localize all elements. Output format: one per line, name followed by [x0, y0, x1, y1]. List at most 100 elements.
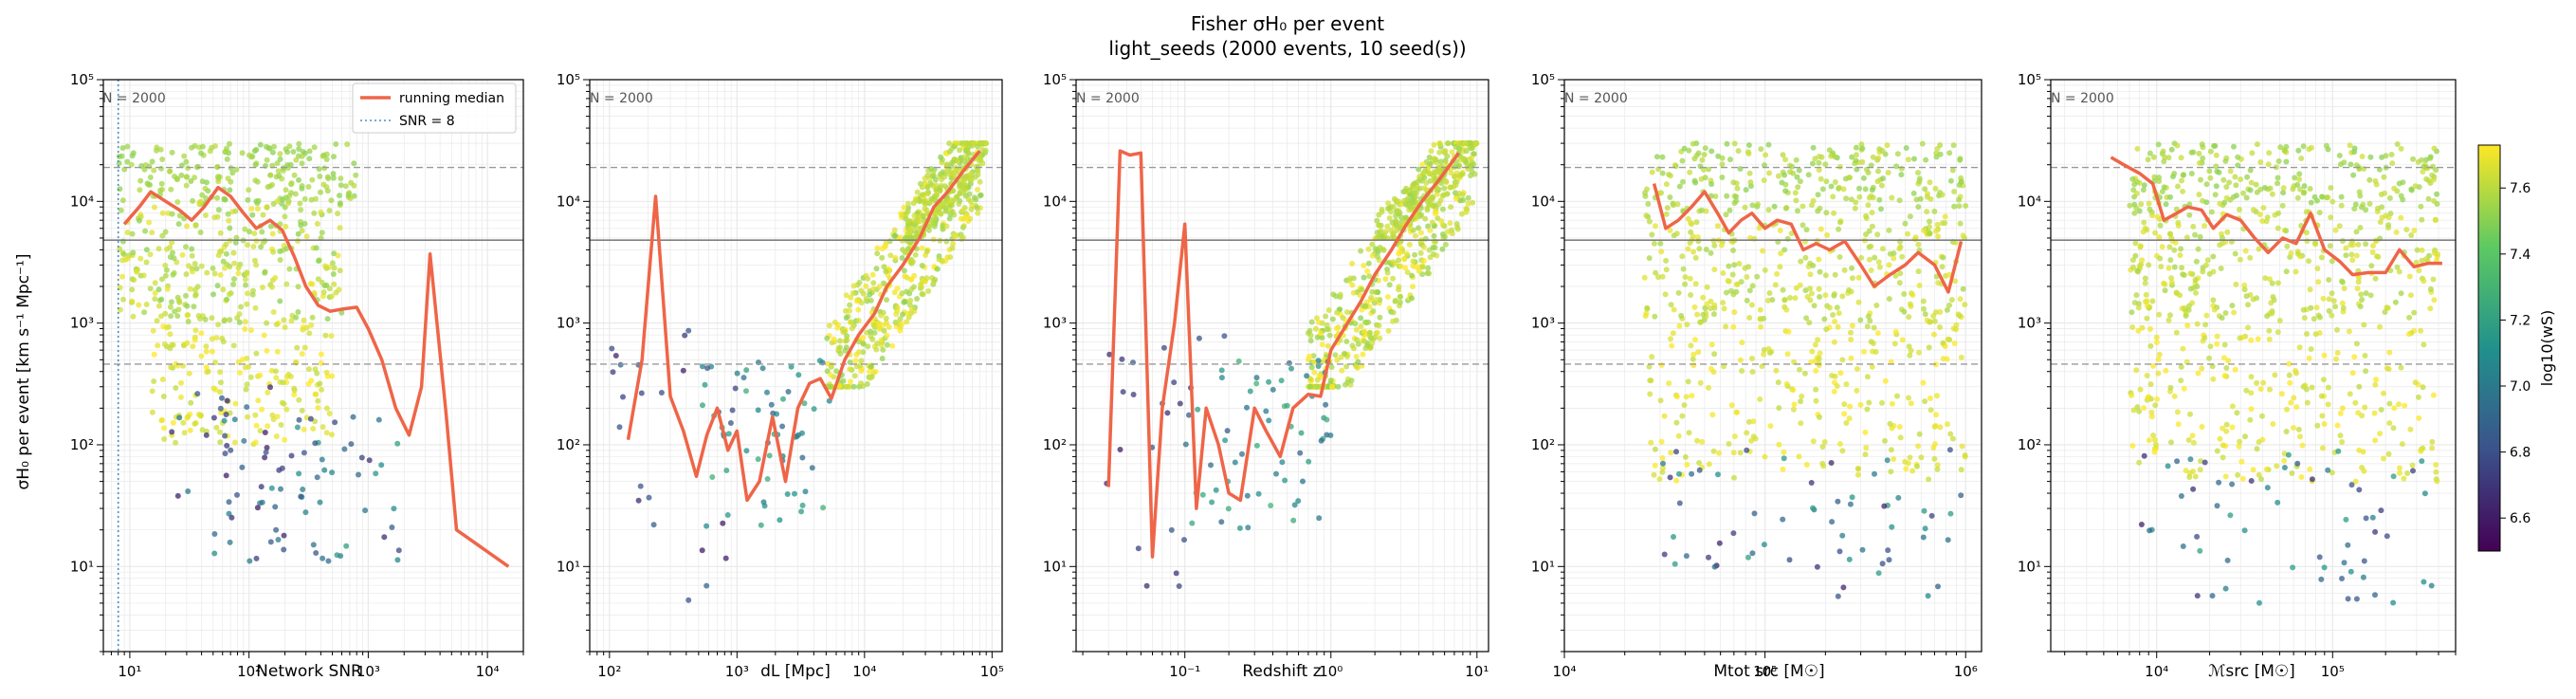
scatter-point: [780, 395, 786, 402]
scatter-point: [1711, 267, 1718, 273]
panel-snr: σH₀ per event [km s⁻¹ Mpc⁻¹] Network SNR…: [14, 71, 524, 681]
scatter-point: [329, 373, 336, 379]
scatter-point: [172, 308, 178, 315]
x-tick-label: 10⁴: [476, 663, 500, 680]
scatter-point: [2336, 223, 2343, 230]
scatter-point: [1364, 268, 1371, 274]
scatter-point: [2133, 191, 2140, 196]
scatter-point: [2247, 416, 2254, 423]
scatter-point: [979, 160, 986, 167]
scatter-point: [2233, 281, 2239, 287]
scatter-point: [305, 184, 312, 190]
scatter-point: [2281, 465, 2288, 470]
scatter-point: [2223, 421, 2230, 428]
scatter-point: [209, 315, 215, 322]
scatter-point: [242, 326, 248, 332]
y-tick-label: 10²: [1531, 436, 1555, 453]
scatter-point: [341, 446, 348, 452]
scatter-point: [2367, 292, 2374, 299]
scatter-point: [330, 271, 337, 277]
scatter-point: [2352, 201, 2359, 208]
scatter-point: [938, 211, 944, 217]
scatter-point: [1757, 306, 1763, 313]
scatter-point: [1459, 171, 1466, 177]
scatter-point: [1875, 259, 1882, 266]
scatter-point: [152, 280, 158, 286]
scatter-point: [1334, 357, 1341, 363]
scatter-point: [2185, 306, 2192, 313]
scatter-point: [1831, 339, 1837, 345]
scatter-point: [1324, 326, 1330, 333]
y-tick-label: 10⁵: [557, 71, 580, 88]
scatter-point: [1686, 147, 1692, 154]
scatter-point: [1694, 234, 1701, 240]
scatter-point: [254, 200, 261, 207]
scatter-point: [251, 230, 258, 237]
scatter-point: [1643, 212, 1650, 219]
scatter-point: [943, 238, 950, 245]
scatter-point: [1737, 357, 1744, 363]
scatter-point: [1836, 441, 1843, 447]
scatter-point: [2181, 272, 2187, 278]
scatter-point: [1710, 448, 1717, 454]
scatter-point: [1957, 156, 1964, 162]
scatter-point: [2347, 142, 2353, 149]
scatter-point: [1836, 184, 1842, 191]
scatter-point: [1957, 296, 1964, 303]
scatter-point: [1409, 272, 1415, 279]
scatter-point: [162, 229, 169, 235]
scatter-point: [2281, 148, 2288, 154]
scatter-point: [2294, 250, 2301, 257]
scatter-point: [1896, 197, 1903, 204]
scatter-point: [1432, 202, 1438, 209]
scatter-point: [899, 290, 905, 297]
scatter-point: [1817, 294, 1823, 300]
scatter-point: [2253, 181, 2259, 188]
scatter-point: [2382, 309, 2388, 315]
scatter-point: [245, 196, 251, 203]
scatter-point: [1932, 423, 1939, 429]
scatter-point: [2312, 331, 2319, 338]
scatter-point: [1945, 336, 1951, 342]
x-tick-label: 10⁴: [852, 663, 876, 680]
scatter-point: [2435, 251, 2441, 257]
scatter-point: [1785, 328, 1792, 335]
scatter-point: [1401, 256, 1408, 263]
y-tick-label: 10²: [557, 436, 580, 453]
scatter-point: [143, 259, 150, 266]
scatter-point: [147, 251, 154, 258]
panel-redshift: Redshift z N = 2000 10⁻¹ 10⁰ 10¹10¹10²10³1…: [1043, 71, 1489, 681]
scatter-point: [2218, 266, 2224, 271]
scatter-point: [2356, 274, 2363, 281]
scatter-point: [1369, 241, 1376, 248]
scatter-point: [897, 316, 904, 322]
scatter-point: [2264, 485, 2271, 491]
scatter-point: [1642, 190, 1648, 196]
scatter-point: [2235, 471, 2241, 478]
scatter-point: [2227, 512, 2234, 519]
scatter-point: [1390, 309, 1397, 316]
scatter-point: [858, 300, 865, 306]
scatter-point: [1329, 316, 1336, 322]
scatter-point: [901, 204, 907, 211]
scatter-point: [2133, 367, 2140, 374]
scatter-point: [1926, 476, 1932, 483]
scatter-point: [331, 154, 337, 160]
scatter-point: [1813, 386, 1819, 393]
scatter-point: [2245, 324, 2251, 331]
scatter-point: [356, 471, 361, 478]
scatter-point: [914, 296, 921, 302]
scatter-point: [2391, 185, 2398, 192]
scatter-point: [1839, 448, 1846, 454]
scatter-point: [1651, 240, 1657, 247]
scatter-point: [1848, 288, 1854, 295]
scatter-point: [1822, 272, 1829, 279]
scatter-point: [1468, 140, 1474, 147]
scatter-point: [903, 210, 909, 216]
scatter-point: [2199, 141, 2205, 148]
scatter-point: [779, 423, 786, 430]
scatter-point: [350, 414, 356, 420]
scatter-point: [931, 214, 938, 221]
scatter-point: [837, 338, 843, 344]
scatter-point: [1885, 170, 1891, 175]
